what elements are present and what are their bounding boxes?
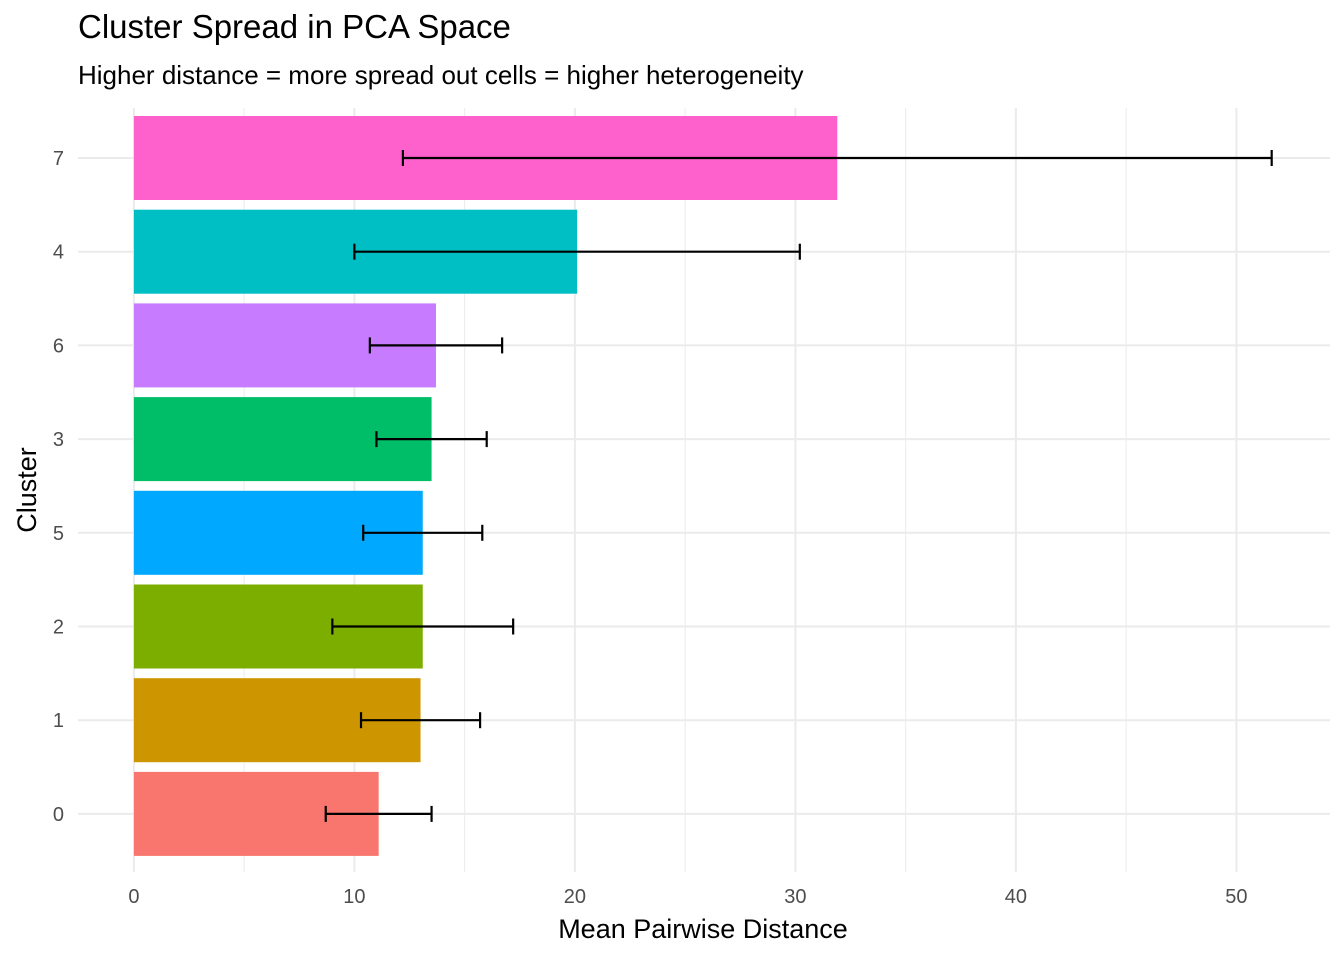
x-tick-label: 40 <box>1005 886 1027 908</box>
y-tick-label: 1 <box>53 710 64 732</box>
x-tick-label: 30 <box>784 886 806 908</box>
y-axis-title: Cluster <box>12 447 42 533</box>
y-tick-label: 5 <box>53 523 64 545</box>
y-tick-label: 3 <box>53 429 64 451</box>
y-tick-label: 7 <box>53 148 64 170</box>
bars <box>133 116 838 856</box>
x-tick-label: 50 <box>1225 886 1247 908</box>
y-tick-label: 4 <box>53 242 64 264</box>
y-tick-label: 6 <box>53 335 64 357</box>
y-axis-ticks: 7 4 6 3 5 2 1 0 <box>53 148 64 826</box>
error-bars <box>324 150 1273 822</box>
chart-subtitle: Higher distance = more spread out cells … <box>78 60 804 90</box>
y-tick-label: 0 <box>53 804 64 826</box>
y-tick-label: 2 <box>53 617 64 639</box>
x-tick-label: 10 <box>343 886 365 908</box>
x-tick-label: 0 <box>128 886 139 908</box>
x-tick-label: 20 <box>564 886 586 908</box>
chart-title: Cluster Spread in PCA Space <box>78 8 511 45</box>
x-axis-title: Mean Pairwise Distance <box>558 914 848 944</box>
x-axis-ticks: 0 10 20 30 40 50 <box>128 886 1247 908</box>
